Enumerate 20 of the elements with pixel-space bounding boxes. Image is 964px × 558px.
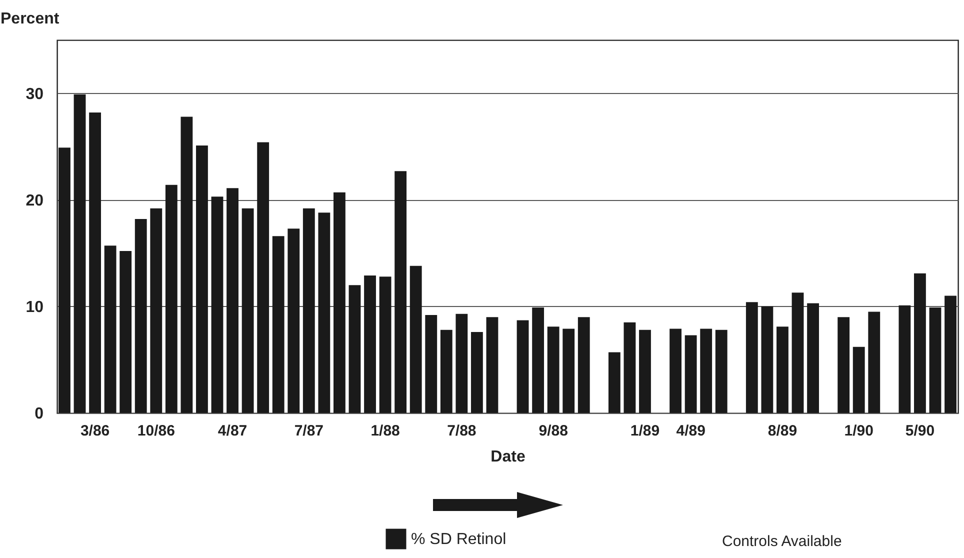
x-tick-label: 8/89 xyxy=(768,422,798,440)
x-tick-label: 7/88 xyxy=(447,422,476,440)
x-tick-label: 9/88 xyxy=(538,422,568,440)
text: Controls Available xyxy=(722,533,842,550)
x-tick-label: 10/86 xyxy=(137,422,175,440)
y-tick-label: 30 xyxy=(26,86,44,103)
y-axis-title: Percent xyxy=(0,10,60,28)
y-tick-label: 0 xyxy=(34,406,44,422)
y-tick-label: 20 xyxy=(26,192,44,210)
x-tick-label: 7/87 xyxy=(294,422,324,440)
x-tick-label: 1/88 xyxy=(370,422,400,440)
x-tick-label: 1/90 xyxy=(844,422,874,440)
x-axis-title: Date xyxy=(490,448,526,466)
x-tick-label: 1/89 xyxy=(630,422,660,440)
x-tick-label: 3/86 xyxy=(80,422,110,440)
x-tick-label: 4/87 xyxy=(218,422,248,440)
x-tick-label: 5/90 xyxy=(905,422,935,440)
legend-label: % SD Retinol xyxy=(411,531,506,548)
y-tick-label: 10 xyxy=(26,298,44,316)
x-tick-label: 4/89 xyxy=(676,422,706,440)
